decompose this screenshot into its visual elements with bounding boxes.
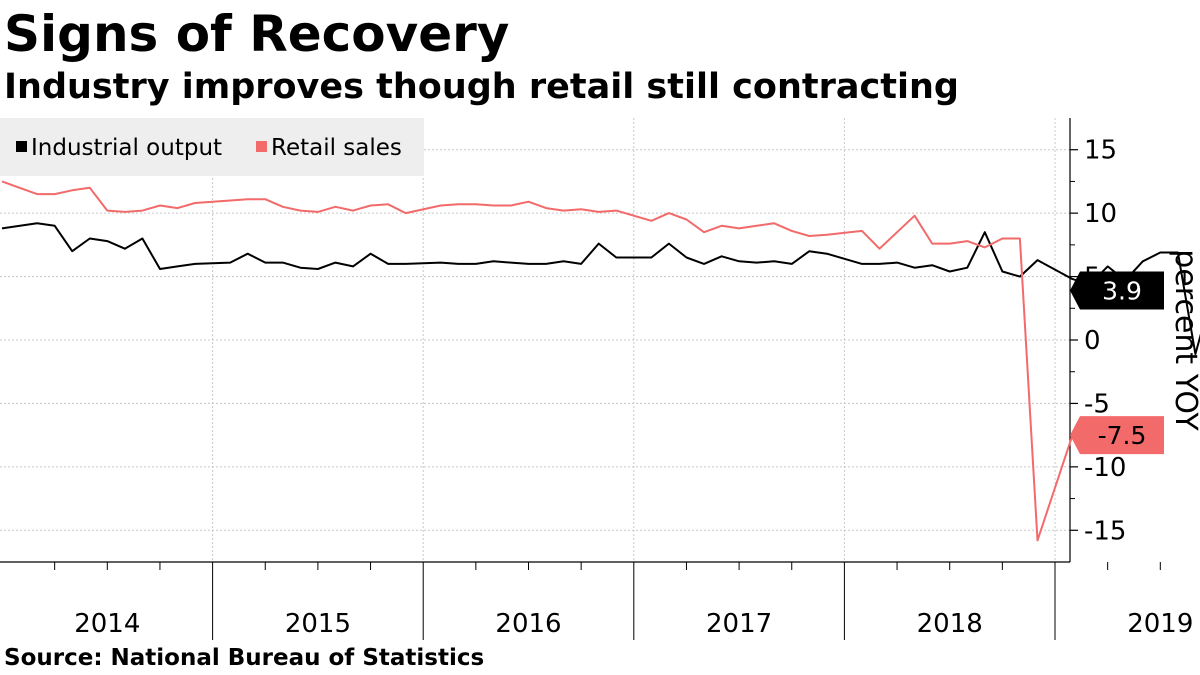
y-tick-label: 10 bbox=[1084, 199, 1117, 229]
x-tick-label: 2017 bbox=[706, 609, 772, 639]
last-value-label-retail-sales: -7.5 bbox=[1098, 421, 1147, 450]
x-tick-label: 2018 bbox=[917, 609, 983, 639]
y-axis-label: percent YOY bbox=[1168, 249, 1200, 431]
x-tick-label: 2019 bbox=[1127, 609, 1193, 639]
last-value-tag-industrial-output bbox=[1070, 271, 1164, 310]
legend-label-industrial-output: Industrial output bbox=[31, 135, 222, 161]
legend-swatch-retail-sales bbox=[256, 141, 267, 152]
last-value-label-industrial-output: 3.9 bbox=[1102, 277, 1142, 306]
x-tick-label: 2016 bbox=[495, 609, 561, 639]
y-tick-label: 15 bbox=[1084, 136, 1117, 166]
legend-label-retail-sales: Retail sales bbox=[271, 135, 402, 161]
series-lines bbox=[1, 180, 1200, 542]
source-note: Source: National Bureau of Statistics bbox=[4, 645, 485, 671]
legend-swatch-industrial-output bbox=[16, 141, 27, 152]
x-tick-label: 2015 bbox=[285, 609, 351, 639]
y-tick-label: -5 bbox=[1084, 389, 1110, 419]
y-tick-label: 0 bbox=[1084, 326, 1101, 356]
chart-subtitle: Industry improves though retail still co… bbox=[4, 67, 959, 107]
series-line-industrial-output bbox=[1, 222, 1200, 355]
chart-title: Signs of Recovery bbox=[4, 5, 510, 63]
last-value-tags: 3.9 -7.5 bbox=[1070, 271, 1164, 455]
legend-background bbox=[0, 118, 424, 176]
y-tick-label: -10 bbox=[1084, 453, 1126, 483]
last-value-tag-retail-sales bbox=[1070, 416, 1164, 455]
y-axis-ticks: -15-10-5051015 bbox=[1070, 136, 1126, 546]
legend: Industrial output Retail sales bbox=[0, 118, 424, 176]
x-tick-label: 2014 bbox=[74, 609, 140, 639]
y-tick-label: -15 bbox=[1084, 516, 1126, 546]
x-axis-ticks: 2014 2015 2016 2017 2018 2019 bbox=[54, 562, 1193, 640]
series-line-retail-sales bbox=[1, 180, 1074, 542]
grid-lines bbox=[0, 118, 1070, 562]
